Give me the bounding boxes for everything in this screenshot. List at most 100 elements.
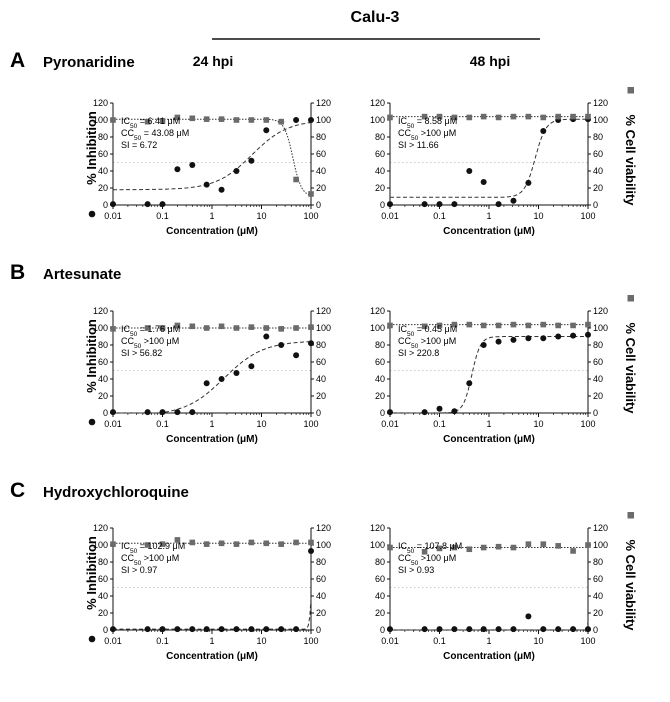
y-tick-label-left: 60 bbox=[98, 574, 108, 584]
viability-point bbox=[436, 545, 443, 552]
viability-legend-marker bbox=[627, 87, 634, 94]
y-tick-label-right: 100 bbox=[593, 115, 608, 125]
x-tick-label: 10 bbox=[533, 419, 543, 429]
inhibition-point bbox=[203, 626, 210, 633]
inhibition-point bbox=[308, 340, 314, 347]
inhibition-point bbox=[421, 626, 428, 633]
viability-point bbox=[293, 176, 299, 183]
annotation-prefix: SI bbox=[398, 140, 407, 150]
y-tick-label-right: 120 bbox=[316, 523, 331, 533]
right-axis-title: % Cell viability bbox=[623, 114, 638, 206]
inhibition-point bbox=[189, 162, 196, 169]
viability-point bbox=[525, 113, 532, 120]
x-tick-label: 1 bbox=[209, 211, 214, 221]
annotation-prefix: SI bbox=[398, 565, 407, 575]
viability-point bbox=[540, 541, 547, 547]
x-axis-label: Concentration (μM) bbox=[166, 434, 258, 445]
annotation-value: = 6.41 μM bbox=[137, 116, 180, 126]
viability-point bbox=[451, 114, 458, 121]
x-tick-label: 0.1 bbox=[433, 211, 446, 221]
viability-point bbox=[540, 114, 547, 121]
inhibition-point bbox=[495, 626, 502, 633]
chart-b-24hpi: 0 0 20 20 40 40 60 60 80 80 100 100 120 120 0.01 0.1 1 10… bbox=[93, 306, 331, 445]
right-axis-title: % Cell viability bbox=[623, 322, 638, 414]
x-tick-label: 10 bbox=[256, 419, 266, 429]
y-tick-label-left: 80 bbox=[375, 340, 385, 350]
viability-point bbox=[570, 548, 576, 554]
x-tick-label: 1 bbox=[486, 419, 491, 429]
annotation-line: IC50 = 8.58 μM bbox=[398, 116, 457, 130]
column-title-48hpi: 48 hpi bbox=[470, 53, 510, 69]
inhibition-point bbox=[466, 626, 473, 633]
inhibition-point bbox=[510, 336, 517, 343]
inhibition-fit-curve bbox=[113, 598, 312, 630]
annotation-value: > 0.97 bbox=[130, 565, 158, 575]
left-axis-title: % Inhibition bbox=[84, 111, 99, 185]
y-tick-label-right: 0 bbox=[316, 200, 321, 210]
x-tick-label: 1 bbox=[486, 636, 491, 646]
annotation-line: SI > 0.93 bbox=[398, 565, 434, 575]
left-axis-title: % Inhibition bbox=[84, 536, 99, 610]
viability-point bbox=[263, 540, 270, 547]
annotation-value: > 0.93 bbox=[407, 565, 435, 575]
annotation-subscript: 50 bbox=[130, 548, 138, 555]
inhibition-point bbox=[159, 626, 166, 633]
x-tick-label: 100 bbox=[580, 636, 595, 646]
inhibition-point bbox=[263, 127, 270, 134]
viability-point bbox=[293, 539, 299, 546]
inhibition-legend-marker bbox=[88, 418, 96, 426]
viability-point bbox=[263, 117, 270, 123]
viability-point bbox=[218, 116, 225, 122]
y-tick-label-right: 100 bbox=[593, 323, 608, 333]
y-tick-label-right: 80 bbox=[316, 557, 326, 567]
viability-point bbox=[510, 321, 517, 328]
inhibition-point bbox=[421, 409, 428, 416]
inhibition-legend-marker bbox=[88, 210, 96, 218]
viability-point bbox=[451, 321, 458, 328]
annotation-prefix: CC bbox=[398, 128, 411, 138]
inhibition-point bbox=[110, 201, 116, 208]
inhibition-point bbox=[174, 409, 181, 416]
inhibition-point bbox=[480, 179, 487, 186]
y-tick-label-left: 0 bbox=[380, 625, 385, 635]
y-tick-label-left: 100 bbox=[93, 540, 108, 550]
right-axis-title: % Cell viability bbox=[623, 539, 638, 631]
viability-point bbox=[278, 541, 284, 547]
annotation-prefix: CC bbox=[121, 128, 134, 138]
inhibition-point bbox=[144, 626, 151, 633]
y-tick-label-left: 60 bbox=[375, 357, 385, 367]
annotation-subscript: 50 bbox=[134, 343, 142, 350]
inhibition-point bbox=[540, 335, 547, 342]
viability-point bbox=[466, 321, 473, 328]
annotation-subscript: 50 bbox=[134, 560, 142, 567]
y-tick-label-left: 40 bbox=[375, 374, 385, 384]
inhibition-point bbox=[555, 626, 562, 633]
x-tick-label: 0.01 bbox=[381, 636, 399, 646]
viability-point bbox=[218, 540, 225, 547]
viability-point bbox=[308, 191, 314, 197]
y-tick-label-right: 20 bbox=[316, 183, 326, 193]
annotation-value: >100 μM bbox=[418, 336, 456, 346]
row-c-header: C Hydroxychloroquine bbox=[10, 479, 189, 502]
inhibition-point bbox=[110, 626, 116, 633]
left-axis-title-row-3: % Inhibition bbox=[84, 536, 99, 643]
right-axis-title-row-3: % Cell viability bbox=[623, 512, 638, 631]
inhibition-point bbox=[218, 186, 225, 193]
x-tick-label: 100 bbox=[303, 419, 318, 429]
y-tick-label-left: 20 bbox=[98, 391, 108, 401]
x-tick-label: 10 bbox=[533, 636, 543, 646]
annotation-subscript: 50 bbox=[407, 331, 415, 338]
inhibition-point bbox=[144, 409, 151, 416]
annotation-value: = 1.76 μM bbox=[137, 324, 180, 334]
viability-point bbox=[159, 325, 166, 331]
viability-point bbox=[466, 114, 473, 121]
y-tick-label-left: 0 bbox=[380, 408, 385, 418]
y-tick-label-left: 80 bbox=[98, 340, 108, 350]
viability-point bbox=[555, 322, 561, 329]
inhibition-point bbox=[144, 201, 151, 208]
annotation-prefix: CC bbox=[121, 553, 134, 563]
viability-point bbox=[421, 323, 428, 330]
x-tick-label: 0.1 bbox=[156, 211, 169, 221]
x-axis-label: Concentration (μM) bbox=[166, 651, 258, 662]
viability-point bbox=[466, 546, 473, 553]
